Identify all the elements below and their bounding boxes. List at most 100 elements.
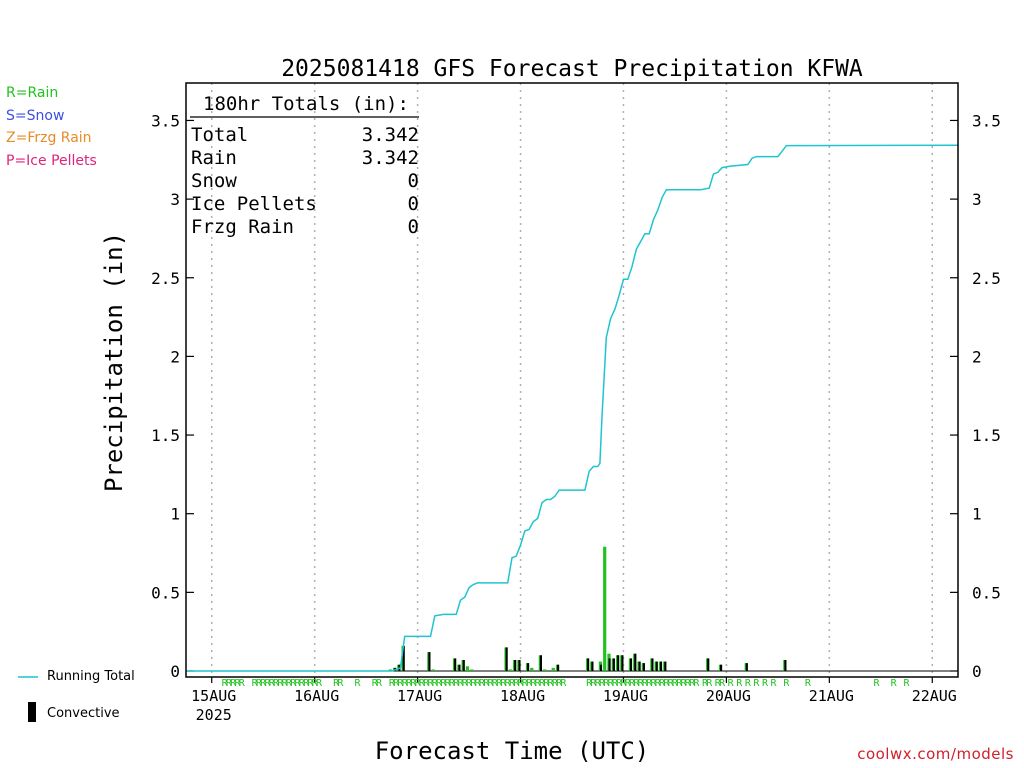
- convective-bar: [642, 663, 645, 671]
- precip-type-legend: R=Rain S=Snow Z=Frzg Rain P=Ice Pellets: [6, 82, 97, 172]
- precip-type-marker: R: [277, 678, 284, 689]
- precip-type-marker: R: [419, 678, 426, 689]
- x-tick-label: 22AUG: [912, 687, 957, 705]
- y-axis-left: 0 0.5 1 1.5 2 2.5 3 3.5: [151, 111, 194, 681]
- precip-type-marker: R: [487, 678, 494, 689]
- precip-type-marker: R: [548, 678, 555, 689]
- legend-snow: S=Snow: [6, 107, 65, 124]
- grid-lines: [186, 83, 958, 677]
- precip-type-marker: R: [715, 678, 722, 689]
- precip-type-marker: R: [372, 678, 379, 689]
- y-tick-label: 0: [972, 662, 982, 681]
- rain-bar: [530, 667, 534, 671]
- y-tick-label: 2: [972, 347, 982, 366]
- precip-type-marker: R: [299, 678, 306, 689]
- precip-type-marker: R: [753, 678, 760, 689]
- legend-ice: P=Ice Pellets: [6, 152, 97, 169]
- precip-type-marker: R: [873, 678, 880, 689]
- totals-row-value: 3.342: [362, 124, 419, 146]
- precip-type-marker: R: [312, 678, 319, 689]
- precip-type-marker: R: [552, 678, 559, 689]
- convective-bar: [745, 663, 748, 671]
- precip-type-marker: R: [252, 678, 259, 689]
- totals-row-label: Rain: [191, 147, 237, 169]
- convective-bar: [784, 659, 787, 671]
- precip-type-marker: R: [518, 678, 525, 689]
- precip-type-marker: R: [620, 678, 627, 689]
- precip-type-marker: R: [226, 678, 233, 689]
- convective-bar: [664, 661, 667, 671]
- precip-type-marker: R: [453, 678, 460, 689]
- precip-type-marker: R: [513, 678, 520, 689]
- convective-bar: [617, 655, 620, 671]
- precip-type-marker: R: [470, 678, 477, 689]
- precip-type-marker: R: [269, 678, 276, 689]
- rain-bar: [508, 669, 512, 671]
- precip-type-marker: R: [646, 678, 653, 689]
- precip-type-marker: R: [693, 678, 700, 689]
- precip-type-marker: R: [672, 678, 679, 689]
- convective-bar: [505, 647, 508, 671]
- precip-type-marker: R: [427, 678, 434, 689]
- rain-bar: [603, 546, 607, 671]
- precip-type-marker: R: [466, 678, 473, 689]
- totals-box: 180hr Totals (in): Total 3.342 Rain 3.342 Sno…: [190, 93, 419, 238]
- precip-type-marker: R: [393, 678, 400, 689]
- precip-type-marker: R: [543, 678, 550, 689]
- precip-type-marker: R: [689, 678, 696, 689]
- y-tick-label: 3: [972, 190, 982, 209]
- precip-type-marker: R: [522, 678, 529, 689]
- precip-type-marker: R: [556, 678, 563, 689]
- convective-bar: [634, 653, 637, 671]
- credit-link[interactable]: coolwx.com/models: [857, 745, 1014, 763]
- precip-type-marker: R: [290, 678, 297, 689]
- plot-frame: [185, 82, 959, 678]
- precip-type-marker: R: [376, 678, 383, 689]
- precip-type-marker: R: [264, 678, 271, 689]
- precip-type-marker: R: [505, 678, 512, 689]
- convective-bar: [514, 659, 517, 671]
- totals-row-value: 0: [408, 170, 419, 192]
- y-tick-label: 2.5: [972, 269, 1001, 288]
- precip-type-marker: R: [415, 678, 422, 689]
- y-tick-label: 3: [170, 190, 180, 209]
- precip-type-marker: R: [457, 678, 464, 689]
- precip-type-marker: R: [397, 678, 404, 689]
- precip-type-marker: R: [719, 678, 726, 689]
- convective-bar: [638, 661, 641, 671]
- convective-bar: [557, 664, 560, 671]
- precip-type-marker: R: [423, 678, 430, 689]
- precip-type-marker: R: [805, 678, 812, 689]
- precip-type-marker: R: [307, 678, 314, 689]
- precip-type-marker: R: [286, 678, 293, 689]
- precip-type-marker: R: [659, 678, 666, 689]
- precip-type-marker: R: [496, 678, 503, 689]
- convective-bar: [655, 661, 658, 671]
- convective-bar: [587, 658, 590, 671]
- totals-row-label: Snow: [191, 170, 237, 192]
- precip-type-marker: R: [586, 678, 593, 689]
- totals-row-value: 0: [408, 216, 419, 238]
- x-tick-label: 15AUG: [191, 687, 236, 705]
- x-tick-label: 16AUG: [294, 687, 339, 705]
- y-tick-label: 2.5: [151, 269, 180, 288]
- x-tick-label: 19AUG: [603, 687, 648, 705]
- convective-bar: [659, 661, 663, 671]
- y-axis-label: Precipitation (in): [100, 232, 128, 492]
- running-total-legend-label: Running Total: [47, 669, 135, 684]
- rain-bar: [431, 669, 435, 671]
- rain-bar: [470, 669, 474, 671]
- convective-bar: [402, 645, 405, 671]
- precip-type-marker: R: [680, 678, 687, 689]
- y-axis-right: 0 0.5 1 1.5 2 2.5 3 3.5: [950, 111, 1001, 681]
- precip-type-marker: R: [483, 678, 490, 689]
- convective-bar: [599, 664, 603, 671]
- precip-type-marker: R: [526, 678, 533, 689]
- precip-type-marker: R: [294, 678, 301, 689]
- precip-type-marker: R: [410, 678, 417, 689]
- precip-type-marker: R: [256, 678, 263, 689]
- y-tick-label: 0.5: [151, 583, 180, 602]
- totals-row-value: 3.342: [362, 147, 419, 169]
- precip-type-marker: R: [638, 678, 645, 689]
